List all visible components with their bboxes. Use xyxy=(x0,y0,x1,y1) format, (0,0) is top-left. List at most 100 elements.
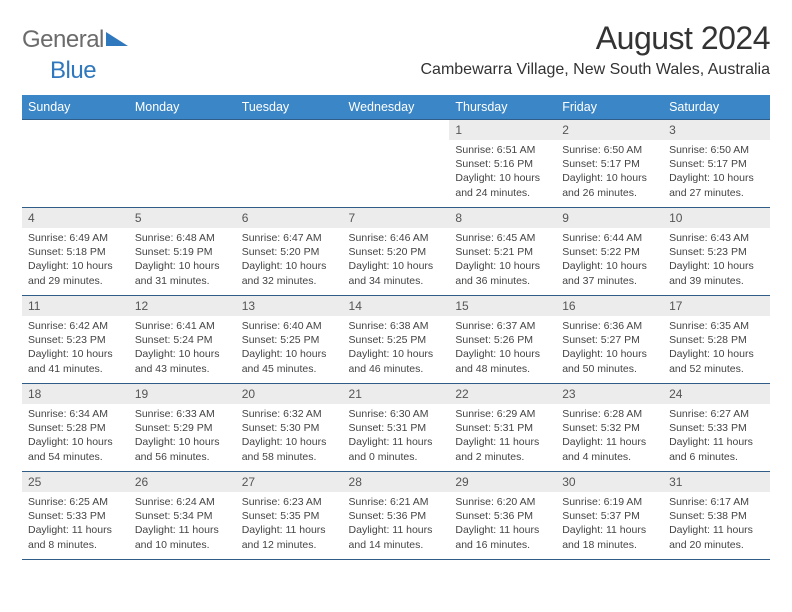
day-number: 14 xyxy=(343,296,450,316)
day-number: 22 xyxy=(449,384,556,404)
calendar-cell: 15Sunrise: 6:37 AMSunset: 5:26 PMDayligh… xyxy=(449,296,556,384)
calendar-cell: 5Sunrise: 6:48 AMSunset: 5:19 PMDaylight… xyxy=(129,208,236,296)
calendar-cell: 10Sunrise: 6:43 AMSunset: 5:23 PMDayligh… xyxy=(663,208,770,296)
day-number: 13 xyxy=(236,296,343,316)
calendar-cell xyxy=(129,120,236,208)
day-number: 10 xyxy=(663,208,770,228)
day-number: 6 xyxy=(236,208,343,228)
calendar-cell: 12Sunrise: 6:41 AMSunset: 5:24 PMDayligh… xyxy=(129,296,236,384)
calendar-week-row: 1Sunrise: 6:51 AMSunset: 5:16 PMDaylight… xyxy=(22,120,770,208)
day-details: Sunrise: 6:20 AMSunset: 5:36 PMDaylight:… xyxy=(449,492,556,558)
day-header: Friday xyxy=(556,95,663,120)
day-number: 29 xyxy=(449,472,556,492)
day-number: 19 xyxy=(129,384,236,404)
calendar-cell: 2Sunrise: 6:50 AMSunset: 5:17 PMDaylight… xyxy=(556,120,663,208)
calendar-cell: 4Sunrise: 6:49 AMSunset: 5:18 PMDaylight… xyxy=(22,208,129,296)
day-details: Sunrise: 6:29 AMSunset: 5:31 PMDaylight:… xyxy=(449,404,556,470)
calendar-cell: 23Sunrise: 6:28 AMSunset: 5:32 PMDayligh… xyxy=(556,384,663,472)
calendar-week-row: 25Sunrise: 6:25 AMSunset: 5:33 PMDayligh… xyxy=(22,472,770,560)
day-number: 7 xyxy=(343,208,450,228)
day-number: 26 xyxy=(129,472,236,492)
day-details: Sunrise: 6:32 AMSunset: 5:30 PMDaylight:… xyxy=(236,404,343,470)
day-number: 16 xyxy=(556,296,663,316)
calendar-body: 1Sunrise: 6:51 AMSunset: 5:16 PMDaylight… xyxy=(22,120,770,560)
day-number xyxy=(343,120,450,126)
day-details: Sunrise: 6:45 AMSunset: 5:21 PMDaylight:… xyxy=(449,228,556,294)
day-details: Sunrise: 6:33 AMSunset: 5:29 PMDaylight:… xyxy=(129,404,236,470)
calendar-cell: 25Sunrise: 6:25 AMSunset: 5:33 PMDayligh… xyxy=(22,472,129,560)
location-text: Cambewarra Village, New South Wales, Aus… xyxy=(421,61,771,79)
day-header: Wednesday xyxy=(343,95,450,120)
day-details: Sunrise: 6:27 AMSunset: 5:33 PMDaylight:… xyxy=(663,404,770,470)
brand-logo: General xyxy=(22,20,128,54)
calendar-cell: 26Sunrise: 6:24 AMSunset: 5:34 PMDayligh… xyxy=(129,472,236,560)
calendar-head: SundayMondayTuesdayWednesdayThursdayFrid… xyxy=(22,95,770,120)
calendar-week-row: 18Sunrise: 6:34 AMSunset: 5:28 PMDayligh… xyxy=(22,384,770,472)
day-number xyxy=(236,120,343,126)
day-number: 17 xyxy=(663,296,770,316)
day-header: Sunday xyxy=(22,95,129,120)
calendar-cell: 16Sunrise: 6:36 AMSunset: 5:27 PMDayligh… xyxy=(556,296,663,384)
calendar-cell: 6Sunrise: 6:47 AMSunset: 5:20 PMDaylight… xyxy=(236,208,343,296)
day-number xyxy=(22,120,129,126)
day-number: 30 xyxy=(556,472,663,492)
day-details: Sunrise: 6:28 AMSunset: 5:32 PMDaylight:… xyxy=(556,404,663,470)
calendar-cell: 22Sunrise: 6:29 AMSunset: 5:31 PMDayligh… xyxy=(449,384,556,472)
calendar-cell xyxy=(343,120,450,208)
calendar-cell: 21Sunrise: 6:30 AMSunset: 5:31 PMDayligh… xyxy=(343,384,450,472)
day-number: 27 xyxy=(236,472,343,492)
brand-triangle-icon xyxy=(106,30,128,51)
day-details: Sunrise: 6:46 AMSunset: 5:20 PMDaylight:… xyxy=(343,228,450,294)
day-details: Sunrise: 6:40 AMSunset: 5:25 PMDaylight:… xyxy=(236,316,343,382)
day-number: 18 xyxy=(22,384,129,404)
title-block: August 2024 Cambewarra Village, New Sout… xyxy=(421,20,771,79)
day-number: 5 xyxy=(129,208,236,228)
month-title: August 2024 xyxy=(421,20,771,57)
day-details: Sunrise: 6:49 AMSunset: 5:18 PMDaylight:… xyxy=(22,228,129,294)
day-header: Monday xyxy=(129,95,236,120)
day-number: 20 xyxy=(236,384,343,404)
day-details: Sunrise: 6:34 AMSunset: 5:28 PMDaylight:… xyxy=(22,404,129,470)
day-details: Sunrise: 6:44 AMSunset: 5:22 PMDaylight:… xyxy=(556,228,663,294)
calendar-cell: 20Sunrise: 6:32 AMSunset: 5:30 PMDayligh… xyxy=(236,384,343,472)
day-details: Sunrise: 6:38 AMSunset: 5:25 PMDaylight:… xyxy=(343,316,450,382)
day-details: Sunrise: 6:30 AMSunset: 5:31 PMDaylight:… xyxy=(343,404,450,470)
calendar-cell: 24Sunrise: 6:27 AMSunset: 5:33 PMDayligh… xyxy=(663,384,770,472)
day-details: Sunrise: 6:23 AMSunset: 5:35 PMDaylight:… xyxy=(236,492,343,558)
calendar-week-row: 11Sunrise: 6:42 AMSunset: 5:23 PMDayligh… xyxy=(22,296,770,384)
day-number: 2 xyxy=(556,120,663,140)
calendar-cell: 7Sunrise: 6:46 AMSunset: 5:20 PMDaylight… xyxy=(343,208,450,296)
calendar-cell: 30Sunrise: 6:19 AMSunset: 5:37 PMDayligh… xyxy=(556,472,663,560)
calendar-cell xyxy=(236,120,343,208)
day-details: Sunrise: 6:21 AMSunset: 5:36 PMDaylight:… xyxy=(343,492,450,558)
day-details: Sunrise: 6:48 AMSunset: 5:19 PMDaylight:… xyxy=(129,228,236,294)
day-number: 11 xyxy=(22,296,129,316)
day-details: Sunrise: 6:51 AMSunset: 5:16 PMDaylight:… xyxy=(449,140,556,206)
brand-name-1: General xyxy=(22,26,104,54)
calendar-cell: 11Sunrise: 6:42 AMSunset: 5:23 PMDayligh… xyxy=(22,296,129,384)
calendar-table: SundayMondayTuesdayWednesdayThursdayFrid… xyxy=(22,95,770,560)
calendar-cell: 28Sunrise: 6:21 AMSunset: 5:36 PMDayligh… xyxy=(343,472,450,560)
calendar-cell: 1Sunrise: 6:51 AMSunset: 5:16 PMDaylight… xyxy=(449,120,556,208)
calendar-cell: 31Sunrise: 6:17 AMSunset: 5:38 PMDayligh… xyxy=(663,472,770,560)
day-number: 23 xyxy=(556,384,663,404)
day-header: Tuesday xyxy=(236,95,343,120)
day-details: Sunrise: 6:50 AMSunset: 5:17 PMDaylight:… xyxy=(556,140,663,206)
day-number: 4 xyxy=(22,208,129,228)
calendar-cell: 3Sunrise: 6:50 AMSunset: 5:17 PMDaylight… xyxy=(663,120,770,208)
calendar-cell: 18Sunrise: 6:34 AMSunset: 5:28 PMDayligh… xyxy=(22,384,129,472)
calendar-cell: 17Sunrise: 6:35 AMSunset: 5:28 PMDayligh… xyxy=(663,296,770,384)
day-details: Sunrise: 6:42 AMSunset: 5:23 PMDaylight:… xyxy=(22,316,129,382)
day-details: Sunrise: 6:43 AMSunset: 5:23 PMDaylight:… xyxy=(663,228,770,294)
day-header: Saturday xyxy=(663,95,770,120)
brand-name-2: Blue xyxy=(22,57,96,84)
day-number: 21 xyxy=(343,384,450,404)
day-details: Sunrise: 6:35 AMSunset: 5:28 PMDaylight:… xyxy=(663,316,770,382)
day-details: Sunrise: 6:17 AMSunset: 5:38 PMDaylight:… xyxy=(663,492,770,558)
day-number: 25 xyxy=(22,472,129,492)
day-details: Sunrise: 6:36 AMSunset: 5:27 PMDaylight:… xyxy=(556,316,663,382)
day-details: Sunrise: 6:47 AMSunset: 5:20 PMDaylight:… xyxy=(236,228,343,294)
day-header: Thursday xyxy=(449,95,556,120)
day-number: 31 xyxy=(663,472,770,492)
day-number: 12 xyxy=(129,296,236,316)
